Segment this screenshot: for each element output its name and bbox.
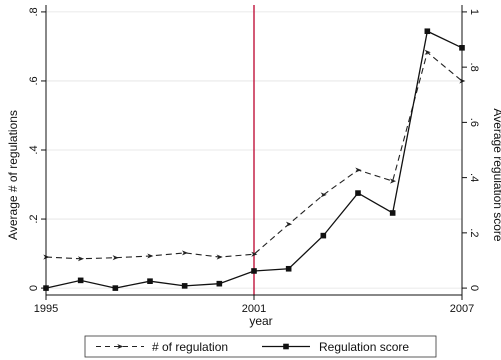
data-point [389,210,396,216]
y2-tick-label: .6 [468,118,480,127]
data-point [285,265,292,272]
data-point [77,277,84,284]
data-point [216,280,223,287]
data-point [77,256,85,262]
y2-tick-label: 1 [468,9,480,15]
data-point [251,268,257,274]
data-point [424,28,431,35]
legend-label-regulation-count: # of regulation [152,340,228,354]
x-tick-label: 1995 [34,303,58,315]
y-tick-label: 0 [28,285,40,291]
legend-label-regulation-score: Regulation score [319,340,409,354]
axes: 0 .2 .4 .6 .8 0 .2 .4 .6 .8 1 1995 2001 2007 [28,5,480,315]
data-point [112,255,119,261]
data-point [181,250,189,256]
data-point [355,190,361,196]
data-point [147,253,154,259]
data-point [355,167,362,173]
y2-tick-label: 0 [468,285,480,291]
x-tick-label: 2007 [450,303,474,315]
y2-tick-label: .4 [468,173,480,182]
y-tick-label: .2 [28,214,40,223]
x-tick-label: 2001 [242,303,266,315]
y-tick-label: .4 [28,145,40,154]
data-point [112,285,119,291]
legend-marker [283,343,289,350]
data-point [285,221,293,227]
y-tick-label: .8 [28,7,40,16]
data-point [389,178,397,184]
y-tick-label: .6 [28,76,40,85]
legend-symbol-regulation-count [96,343,144,350]
y-axis-title: Average # of regulations [6,110,20,240]
data-point [147,278,153,284]
y2-tick-label: .8 [468,63,480,72]
data-point [320,232,327,239]
data-point [181,283,188,289]
data-point [424,49,431,55]
y2-tick-label: .2 [468,228,480,237]
y2-axis-title: Average regulation score [491,108,501,242]
data-point [216,254,223,260]
x-axis-title: year [249,314,272,328]
data-point [251,251,258,257]
legend-symbol-regulation-score [262,343,310,350]
data-point [320,192,327,198]
legend-marker [117,343,124,350]
legend-box [84,335,437,358]
legend: # of regulation Regulation score [84,335,437,358]
